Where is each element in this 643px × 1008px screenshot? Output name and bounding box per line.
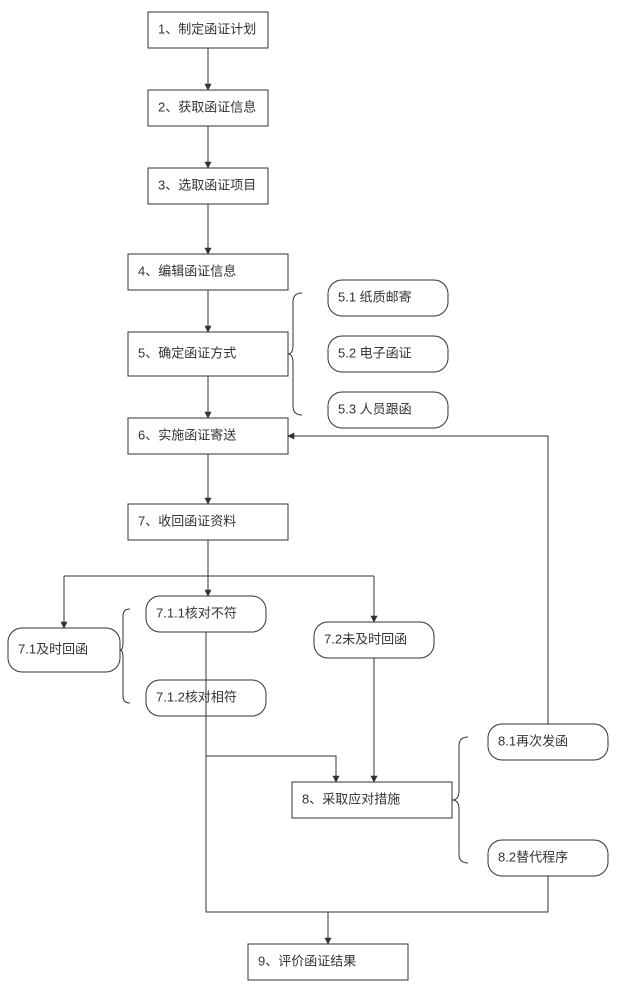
node-n8-label: 8、采取应对措施: [302, 791, 400, 806]
node-n82: 8.2替代程序: [488, 840, 608, 876]
node-n8: 8、采取应对措施: [292, 782, 452, 818]
node-n81-label: 8.1再次发函: [498, 733, 568, 748]
node-n2-label: 2、获取函证信息: [158, 99, 256, 114]
node-n82-label: 8.2替代程序: [498, 849, 568, 864]
node-n51-label: 5.1 纸质邮寄: [338, 289, 412, 304]
node-n71-label: 7.1及时回函: [18, 641, 88, 656]
edge-n712-n9: [206, 716, 328, 944]
brace: [452, 737, 468, 863]
node-n51: 5.1 纸质邮寄: [328, 280, 448, 316]
node-n53-label: 5.3 人员跟函: [338, 401, 412, 416]
node-n5-label: 5、确定函证方式: [138, 345, 236, 360]
node-n3-label: 3、选取函证项目: [158, 177, 256, 192]
node-n53: 5.3 人员跟函: [328, 392, 448, 428]
node-n711-label: 7.1.1核对不符: [156, 605, 237, 620]
edge-n82-n9: [328, 876, 548, 912]
node-n52-label: 5.2 电子函证: [338, 345, 412, 360]
node-n3: 3、选取函证项目: [148, 168, 268, 204]
node-n6: 6、实施函证寄送: [128, 418, 288, 454]
node-n5: 5、确定函证方式: [128, 332, 288, 376]
node-n7: 7、收回函证资料: [128, 504, 288, 540]
node-n9: 9、评价函证结果: [248, 944, 408, 980]
node-n81: 8.1再次发函: [488, 724, 608, 760]
node-n72-label: 7.2未及时回函: [324, 631, 407, 646]
flowchart-canvas: 1、制定函证计划 2、获取函证信息 3、选取函证项目 4、编辑函证信息 5、确定函证方式…: [0, 0, 643, 1008]
node-n712-label: 7.1.2核对相符: [156, 689, 237, 704]
brace: [288, 293, 302, 415]
node-n6-label: 6、实施函证寄送: [138, 427, 236, 442]
brace: [120, 609, 130, 703]
node-n1: 1、制定函证计划: [148, 12, 268, 48]
node-n72: 7.2未及时回函: [314, 622, 434, 658]
node-n2: 2、获取函证信息: [148, 90, 268, 126]
node-n52: 5.2 电子函证: [328, 336, 448, 372]
node-n4-label: 4、编辑函证信息: [138, 263, 236, 278]
node-n711: 7.1.1核对不符: [146, 596, 266, 632]
node-n4: 4、编辑函证信息: [128, 254, 288, 290]
node-n7-label: 7、收回函证资料: [138, 513, 236, 528]
node-n71: 7.1及时回函: [8, 628, 120, 672]
node-n9-label: 9、评价函证结果: [258, 953, 356, 968]
edge-n81-n6: [288, 436, 548, 724]
node-n1-label: 1、制定函证计划: [158, 21, 256, 36]
